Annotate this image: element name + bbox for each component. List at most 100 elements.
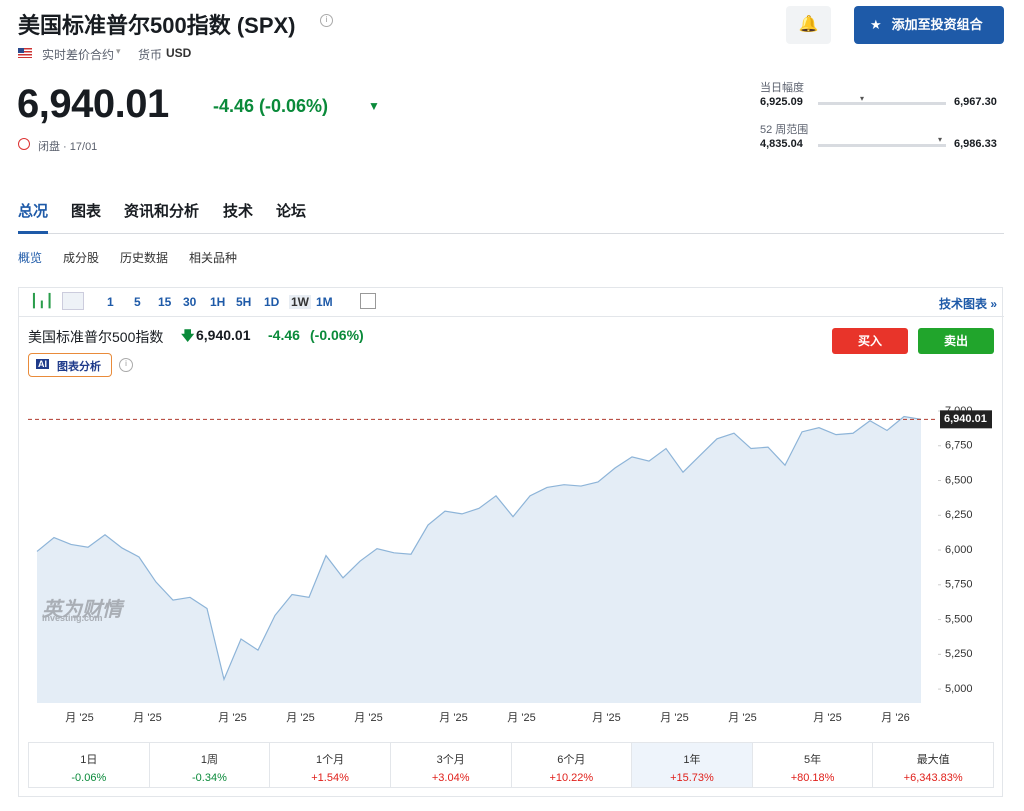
x-tick-label: 月 '25: [592, 712, 620, 724]
market-status: 闭盘 · 17/01: [38, 141, 98, 153]
x-tick-label: 月 '25: [507, 712, 535, 724]
performance-cell[interactable]: 6个月 +10.22%: [512, 743, 633, 787]
interval-button[interactable]: 1D: [264, 295, 280, 309]
y-tick-label: 6,250: [945, 509, 973, 521]
day-range-high: 6,967.30: [954, 96, 997, 108]
sell-button[interactable]: 卖出: [918, 328, 994, 354]
y-tick-label: 6,000: [945, 544, 973, 556]
add-portfolio-button[interactable]: ★ 添加至投资组合: [854, 6, 1004, 44]
day-range-bar: [818, 102, 946, 105]
week52-high: 6,986.33: [954, 138, 997, 150]
watermark-sub: Investing.com: [42, 613, 103, 623]
buy-button[interactable]: 买入: [832, 328, 908, 354]
performance-cell[interactable]: 3个月 +3.04%: [391, 743, 512, 787]
y-tick-label: 5,500: [945, 613, 973, 625]
clock-icon: [18, 138, 30, 150]
star-icon: ★: [870, 17, 882, 32]
performance-cell[interactable]: 最大值 +6,343.83%: [873, 743, 993, 787]
chart-price: 6,940.01: [196, 327, 251, 343]
last-price-box: [940, 410, 992, 429]
ai-badge: AI: [36, 359, 49, 369]
interval-button[interactable]: 1H: [210, 295, 226, 309]
performance-cell[interactable]: 1个月 +1.54%: [270, 743, 391, 787]
y-tick-label: 5,750: [945, 579, 973, 591]
advanced-chart-link[interactable]: 技术图表 »: [939, 297, 998, 311]
area-fill: [37, 416, 921, 703]
y-tick-label: 5,000: [945, 683, 973, 695]
period-change: +10.22%: [549, 772, 594, 784]
period: 6个月: [557, 754, 586, 766]
chart-card: [18, 287, 1003, 797]
period-change: +1.54%: [311, 772, 349, 784]
tab[interactable]: 资讯和分析: [124, 203, 200, 220]
performance-cell[interactable]: 5年 +80.18%: [753, 743, 874, 787]
x-tick-label: 月 '25: [133, 712, 161, 724]
tab[interactable]: 论坛: [276, 203, 307, 220]
alert-button[interactable]: 🔔: [786, 6, 831, 44]
watermark: 英为财情: [42, 599, 122, 621]
contract-type[interactable]: 实时差价合约: [42, 48, 115, 62]
price-chart: 5,000 5,250 5,500 5,750 6,000 6,250 6,500 6,750…: [28, 405, 992, 724]
chart-change-pct: (-0.06%): [310, 327, 364, 343]
currency: USD: [166, 46, 192, 60]
period-change: +15.73%: [670, 772, 714, 784]
interval-button[interactable]: 1M: [316, 295, 333, 309]
performance-cell[interactable]: 1周 -0.34%: [150, 743, 271, 787]
interval-button[interactable]: 1: [107, 295, 114, 309]
interval-button[interactable]: 5: [134, 295, 141, 309]
price: 6,940.01: [17, 82, 169, 126]
interval-button[interactable]: 5H: [236, 295, 252, 309]
interval-button[interactable]: 30: [183, 295, 197, 309]
dropdown-caret[interactable]: ▾: [116, 46, 121, 56]
period-change: +6,343.83%: [903, 772, 963, 784]
day-range-low: 6,925.09: [760, 96, 803, 108]
performance-cell[interactable]: 1日 -0.06%: [29, 743, 150, 787]
performance-table: 1日 -0.06% 1周 -0.34% 1个月 +1.54% 3个月 +3.04% 6个月 +10…: [28, 742, 994, 788]
week52-marker: ▾: [938, 135, 943, 144]
period: 1日: [80, 754, 98, 766]
table-icon[interactable]: [360, 293, 376, 309]
us-flag: [18, 48, 32, 58]
x-tick-label: 月 '25: [728, 712, 756, 724]
analysis-text: 图表分析: [57, 361, 101, 373]
area-icon[interactable]: [62, 292, 84, 310]
chart-name: 美国标准普尔500指数: [28, 329, 164, 345]
tab[interactable]: 总况: [18, 203, 49, 220]
week52-low: 4,835.04: [760, 138, 803, 150]
analysis-button[interactable]: AI 图表分析: [28, 353, 112, 377]
subtab[interactable]: 概览: [18, 251, 43, 265]
performance-cell[interactable]: 1年 +15.73%: [632, 743, 753, 787]
y-tick-label: 5,250: [945, 648, 973, 660]
period-change: +3.04%: [431, 772, 470, 784]
interval-button[interactable]: 1W: [289, 295, 311, 309]
chart-down-arrow: 🡇: [181, 328, 195, 343]
price-change: -4.46 (-0.06%): [213, 96, 329, 116]
tab[interactable]: 图表: [71, 203, 102, 220]
period-change: +80.18%: [790, 772, 835, 784]
info-icon[interactable]: i: [119, 358, 133, 372]
down-arrow: ▼: [368, 99, 380, 113]
y-tick-label: 6,750: [945, 440, 973, 452]
tab[interactable]: 技术: [223, 203, 254, 220]
period: 5年: [804, 754, 822, 766]
period: 3个月: [436, 754, 465, 766]
price-line: [36, 415, 922, 682]
subtab[interactable]: 成分股: [63, 251, 100, 265]
period-change: -0.34%: [192, 772, 227, 784]
period-change: -0.06%: [71, 772, 107, 784]
day-range-marker: ▾: [860, 94, 865, 103]
period: 1周: [200, 754, 218, 766]
x-tick-label: 月 '25: [286, 712, 314, 724]
period: 1年: [683, 754, 701, 766]
tab-underline: [18, 231, 48, 234]
last-price-label: 6,940.01: [944, 413, 987, 425]
subtab[interactable]: 相关品种: [189, 251, 238, 265]
info-icon[interactable]: i: [320, 14, 333, 27]
subtab[interactable]: 历史数据: [120, 251, 169, 265]
interval-button[interactable]: 15: [158, 295, 172, 309]
candle-icon[interactable]: ┃╻┃: [30, 293, 54, 308]
week52-label: 52 周范围: [760, 124, 809, 136]
y-tick-label: 6,500: [945, 474, 973, 486]
x-tick-label: 月 '25: [439, 712, 467, 724]
